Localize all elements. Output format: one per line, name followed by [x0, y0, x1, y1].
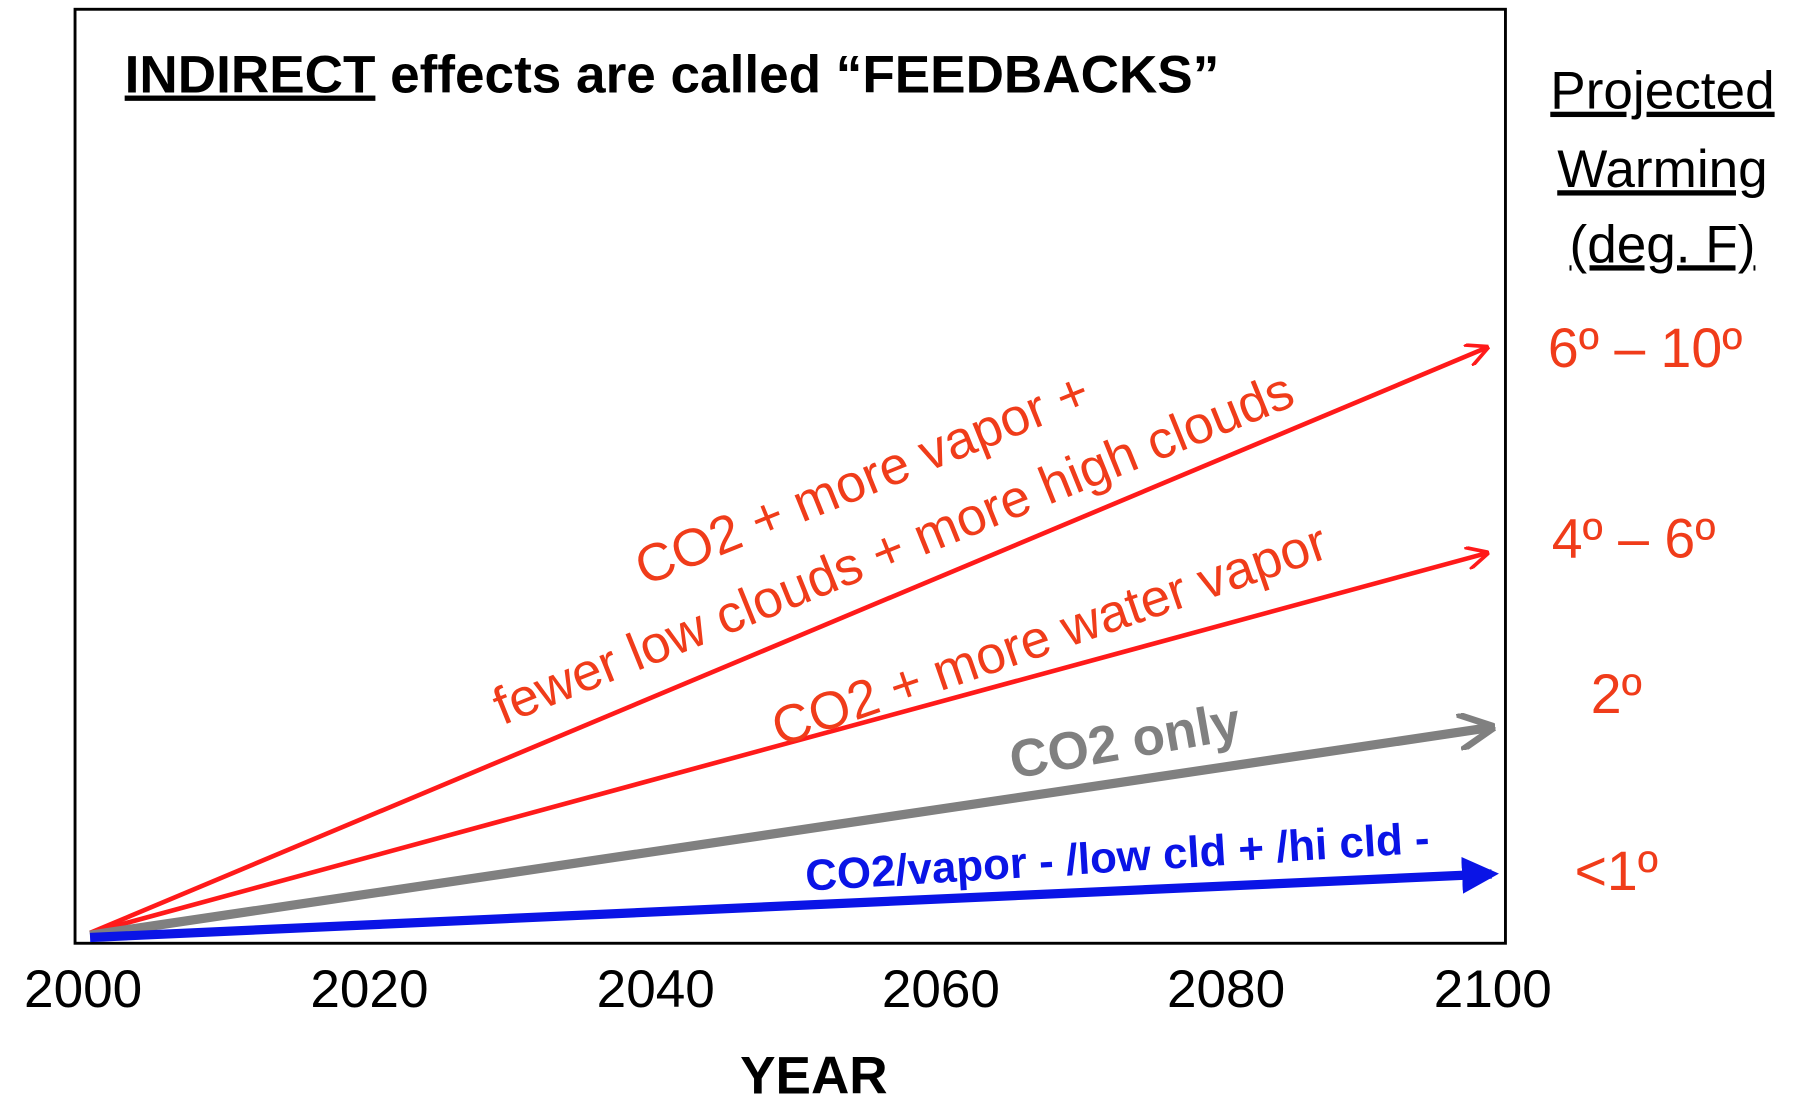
x-tick-label: 2100 — [1434, 960, 1552, 1019]
x-tick-label: 2000 — [24, 960, 142, 1019]
arrow-label: CO2 only — [1005, 692, 1245, 791]
title-rest: effects are called “FEEDBACKS” — [375, 46, 1219, 105]
warming-value: 6º – 10º — [1548, 317, 1743, 379]
arrow-line — [89, 727, 1492, 940]
x-tick-label: 2040 — [597, 960, 715, 1019]
x-tick-label: 2060 — [882, 960, 1000, 1019]
side-header-line: Projected — [1550, 62, 1774, 121]
side-header-line: (deg. F) — [1570, 215, 1756, 274]
plot-frame — [73, 7, 1507, 945]
warming-value: <1º — [1575, 840, 1658, 902]
x-tick-label: 2020 — [310, 960, 428, 1019]
side-header: Projected Warming (deg. F) — [1550, 62, 1774, 275]
side-header-line: Warming — [1557, 140, 1767, 199]
arrow-line — [89, 348, 1487, 935]
warming-value: 4º – 6º — [1552, 507, 1716, 569]
arrow-line — [89, 553, 1487, 936]
arrow-line — [89, 856, 1499, 943]
x-axis-label: YEAR — [740, 1047, 888, 1098]
x-tick-label: 2080 — [1167, 960, 1285, 1019]
title-underlined: INDIRECT — [125, 46, 376, 105]
warming-value: 2º — [1591, 663, 1642, 725]
title: INDIRECT effects are called “FEEDBACKS” — [125, 46, 1220, 105]
